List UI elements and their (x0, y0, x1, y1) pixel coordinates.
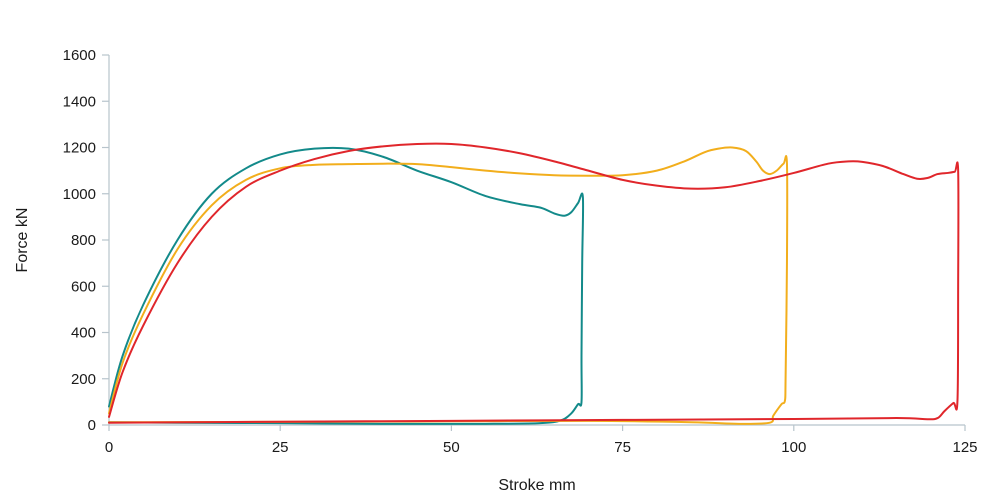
y-tick-label: 800 (71, 232, 96, 249)
x-tick-label: 100 (781, 439, 806, 456)
y-tick-label: 1600 (63, 47, 96, 64)
y-tick-label: 400 (71, 325, 96, 342)
x-axis-title: Stroke mm (498, 477, 575, 494)
series-line-1 (108, 146, 585, 425)
x-tick-label: 75 (614, 439, 631, 456)
series-line-2 (108, 146, 789, 425)
y-tick-label: 1200 (63, 140, 96, 157)
y-tick-label: 600 (71, 278, 96, 295)
axes (108, 55, 965, 426)
y-tick-label: 200 (71, 371, 96, 388)
x-axis-ticks: 0 25 50 75 100 125 (105, 425, 978, 456)
y-tick-label: 1400 (63, 93, 96, 110)
series-lines (108, 142, 960, 425)
y-axis-title: Force kN (14, 208, 31, 273)
x-tick-label: 25 (272, 439, 289, 456)
x-tick-label: 0 (105, 439, 113, 456)
y-axis-ticks: 0 200 400 600 800 1000 1200 1400 1600 (63, 47, 109, 434)
series-line-3 (108, 142, 960, 424)
y-tick-label: 1000 (63, 186, 96, 203)
x-tick-label: 50 (443, 439, 460, 456)
y-tick-label: 0 (88, 417, 96, 434)
x-tick-label: 125 (952, 439, 977, 456)
